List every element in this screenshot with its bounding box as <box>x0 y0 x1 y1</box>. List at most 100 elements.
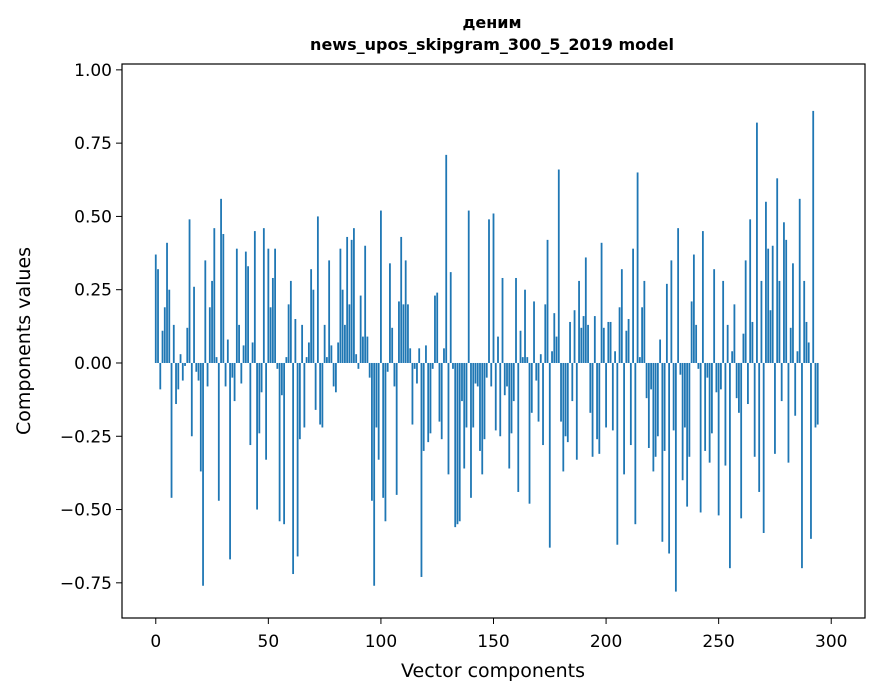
bar-97 <box>373 362 376 586</box>
bar-209 <box>625 330 628 363</box>
x-tick-label: 150 <box>477 632 509 652</box>
y-tick-label: 0.00 <box>74 354 112 374</box>
bar-27 <box>215 357 218 363</box>
bar-71 <box>314 362 317 410</box>
bar-168 <box>533 301 535 363</box>
bar-108 <box>398 301 400 363</box>
bar-173 <box>544 304 547 363</box>
bar-278 <box>780 362 783 402</box>
bar-123 <box>431 362 434 369</box>
bar-39 <box>242 345 245 363</box>
bar-206 <box>618 307 621 363</box>
bar-122 <box>429 362 432 434</box>
bar-189 <box>580 327 583 363</box>
bar-135 <box>458 362 461 522</box>
bar-250 <box>717 362 720 516</box>
bar-105 <box>391 327 394 363</box>
bar-235 <box>683 362 686 428</box>
bar-104 <box>389 263 391 363</box>
bar-101 <box>382 362 385 498</box>
bar-147 <box>485 362 488 378</box>
bar-42 <box>249 362 252 446</box>
bar-263 <box>747 362 749 405</box>
bar-238 <box>690 301 693 363</box>
bar-67 <box>305 357 308 363</box>
bar-98 <box>375 362 378 428</box>
bar-24 <box>208 307 211 363</box>
bar-194 <box>591 362 594 457</box>
bar-110 <box>402 304 405 363</box>
bar-268 <box>758 362 761 492</box>
bar-200 <box>605 362 607 428</box>
bar-131 <box>449 272 452 363</box>
bar-116 <box>416 362 418 384</box>
y-tick-label: 1.00 <box>74 61 112 81</box>
bar-138 <box>465 362 468 428</box>
bar-3 <box>161 330 164 363</box>
bar-121 <box>427 362 430 443</box>
bar-109 <box>400 236 403 363</box>
bar-11 <box>179 354 182 363</box>
bar-290 <box>807 342 810 363</box>
bar-280 <box>785 239 788 363</box>
bar-100 <box>380 210 382 363</box>
bar-46 <box>258 362 261 434</box>
bar-243 <box>701 231 704 363</box>
bar-190 <box>582 316 585 363</box>
x-tick-label: 250 <box>702 632 734 652</box>
bar-118 <box>420 362 423 577</box>
bar-117 <box>418 348 421 363</box>
bar-81 <box>337 342 340 363</box>
bar-161 <box>517 362 520 492</box>
bar-245 <box>706 362 709 378</box>
bar-230 <box>672 362 675 431</box>
bar-124 <box>434 295 436 363</box>
chart-title-line-2: news_upos_skipgram_300_5_2019 model <box>310 35 674 54</box>
bar-79 <box>332 362 335 387</box>
bar-212 <box>632 248 634 363</box>
y-tick-label: −0.25 <box>60 427 112 447</box>
bar-160 <box>515 277 517 363</box>
bar-237 <box>688 362 691 457</box>
bar-203 <box>611 362 614 431</box>
bar-73 <box>319 362 322 425</box>
bar-25 <box>211 280 213 363</box>
bar-197 <box>598 362 601 454</box>
bar-74 <box>321 362 324 428</box>
bar-227 <box>665 283 668 363</box>
bar-78 <box>330 345 333 363</box>
bar-146 <box>483 362 486 440</box>
bar-176 <box>551 351 553 363</box>
y-tick-label: 0.25 <box>74 281 112 301</box>
bar-54 <box>276 362 279 369</box>
bar-294 <box>816 362 819 425</box>
bar-283 <box>792 263 794 363</box>
bar-216 <box>641 307 643 363</box>
bar-264 <box>749 219 752 363</box>
x-axis-ticks: 0 50 100 150 200 250 300 <box>150 618 847 652</box>
bar-244 <box>704 362 707 451</box>
bar-201 <box>607 321 610 363</box>
bar-114 <box>411 362 414 425</box>
bar-36 <box>235 248 238 363</box>
bar-84 <box>344 324 346 363</box>
bar-175 <box>548 362 551 548</box>
bar-33 <box>229 362 231 560</box>
bar-61 <box>292 362 295 575</box>
bar-169 <box>535 362 538 381</box>
bar-269 <box>760 280 763 363</box>
bar-219 <box>647 362 650 448</box>
bar-2 <box>159 362 162 390</box>
bar-202 <box>609 321 612 363</box>
bar-221 <box>652 362 655 472</box>
bar-260 <box>740 362 743 519</box>
bar-199 <box>602 327 605 363</box>
bar-153 <box>499 362 502 437</box>
bar-7 <box>170 362 173 498</box>
x-tick-label: 50 <box>258 632 280 652</box>
bar-55 <box>278 362 281 522</box>
bar-242 <box>699 362 702 513</box>
bar-119 <box>422 362 425 451</box>
bar-77 <box>328 260 331 363</box>
